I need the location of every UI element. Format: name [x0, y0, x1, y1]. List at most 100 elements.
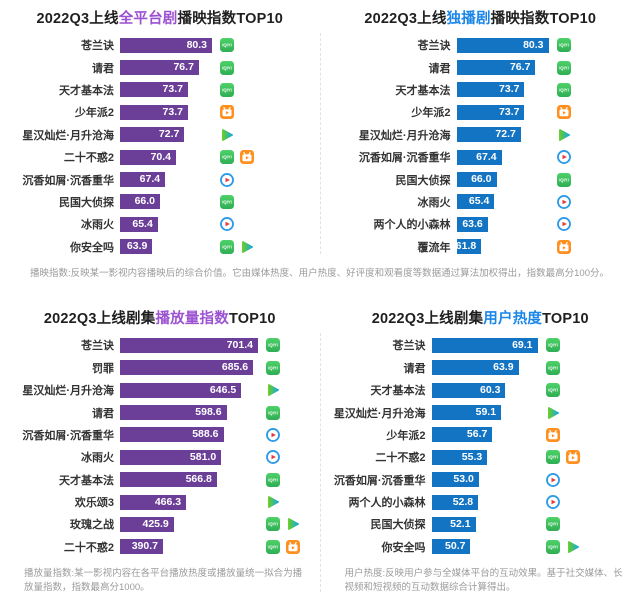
platform-icons: [545, 495, 566, 510]
platform-icons: [557, 128, 577, 142]
bar-value-label: 73.7: [162, 83, 183, 96]
iqiyi-icon: iQIYI: [545, 450, 560, 465]
svg-text:iQIYI: iQIYI: [548, 522, 558, 527]
tencent-video-icon: [240, 240, 254, 254]
value-bar: 65.4: [456, 194, 495, 210]
svg-text:iQIYI: iQIYI: [559, 65, 569, 70]
bar-track: 466.3: [120, 494, 258, 510]
value-bar: 80.3: [456, 37, 549, 53]
chart-title-segment: 全平台剧: [118, 11, 178, 27]
drama-title-label: 你安全吗: [381, 541, 426, 554]
bar-value-label: 566.8: [185, 473, 212, 486]
bar-value-label: 52.8: [452, 495, 474, 508]
chart-rows: 苍兰诀 80.3 iQIYI 请君 76.7 iQIYI 天才基本法 73.7 iQIYI…: [325, 34, 637, 258]
iqiyi-icon: iQIYI: [556, 38, 571, 53]
chart-title-segment: 播映指数TOP10: [490, 11, 597, 27]
tencent-video-icon: [286, 517, 300, 531]
svg-text:iQIYI: iQIYI: [222, 43, 232, 48]
svg-text:iQIYI: iQIYI: [268, 477, 278, 482]
bar-value-label: 53.0: [453, 473, 474, 486]
value-bar: 76.7: [120, 60, 199, 76]
platform-icons: iQIYI: [220, 38, 240, 53]
youku-icon: [220, 217, 234, 232]
platform-icons: iQIYI: [545, 383, 566, 398]
chart-row: 沉香如屑·沉香重华 67.4: [325, 146, 637, 168]
value-bar: 65.4: [120, 216, 158, 232]
svg-text:iQIYI: iQIYI: [548, 388, 558, 393]
chart-row: 二十不惑2 55.3 iQIYI: [325, 446, 637, 468]
drama-title-label: 天才基本法: [59, 84, 114, 97]
value-bar: 72.7: [120, 127, 185, 143]
bar-value-label: 65.4: [132, 217, 153, 230]
bar-value-label: 466.3: [154, 495, 182, 508]
platform-icons: iQIYI: [266, 539, 306, 554]
chart-title-segment: 2022Q3上线剧集: [371, 311, 484, 328]
chart-row: 二十不惑2 390.7 iQIYI: [4, 536, 316, 558]
drama-title-label: 沉香如屑·沉香重华: [22, 174, 114, 187]
svg-text:iQIYI: iQIYI: [222, 200, 232, 205]
chart-row: 欢乐颂3 466.3: [4, 491, 316, 513]
platform-icons: [545, 427, 566, 442]
platform-icons: [266, 383, 286, 397]
bar-value-label: 60.3: [480, 383, 501, 396]
bar-track: 425.9: [120, 516, 258, 532]
drama-title-label: 少年派2: [386, 429, 426, 442]
drama-title-label: 民国大侦探: [59, 196, 114, 209]
value-bar: 685.6: [120, 360, 254, 376]
platform-icons: [266, 427, 286, 442]
bar-track: 65.4: [120, 216, 212, 232]
platform-icons: iQIYI: [266, 472, 286, 487]
chart-rows: 苍兰诀 80.3 iQIYI 请君 76.7 iQIYI 天才基本法 73.7 iQIYI…: [4, 34, 316, 258]
chart-row: 两个人的小森林 52.8: [325, 491, 637, 513]
value-bar: 72.7: [456, 127, 521, 143]
drama-title-label: 沉香如屑·沉香重华: [358, 152, 451, 165]
platform-icons: iQIYI: [545, 338, 566, 353]
chart-row: 覆流年 61.8: [325, 236, 637, 258]
mango-tv-icon: [556, 105, 571, 120]
mango-tv-icon: [545, 427, 560, 442]
chart-row: 请君 76.7 iQIYI: [325, 56, 637, 78]
drama-title-label: 沉香如屑·沉香重华: [333, 474, 426, 487]
chart-rows: 苍兰诀 701.4 iQIYI 罚罪 685.6 iQIYI 星汉灿烂·月升沧海 646.…: [4, 334, 316, 558]
iqiyi-icon: iQIYI: [266, 360, 280, 375]
value-bar: 588.6: [120, 427, 224, 443]
drama-title-label: 民国大侦探: [370, 519, 426, 532]
bar-value-label: 701.4: [226, 338, 253, 351]
bar-value-label: 66.0: [471, 173, 492, 186]
svg-text:iQIYI: iQIYI: [548, 455, 558, 460]
bar-track: 80.3: [456, 37, 549, 53]
mango-tv-icon: [220, 105, 234, 120]
chart-row: 请君 598.6 iQIYI: [4, 401, 316, 423]
platform-icons: iQIYI: [220, 194, 240, 209]
tencent-video-icon: [266, 495, 280, 509]
value-bar: 73.7: [120, 104, 188, 120]
bar-track: 581.0: [120, 449, 258, 465]
chart-row: 苍兰诀 701.4 iQIYI: [4, 334, 316, 356]
platform-icons: iQIYI: [556, 38, 577, 53]
bar-track: 67.4: [456, 149, 549, 165]
bar-value-label: 67.4: [476, 150, 497, 163]
bar-track: 60.3: [431, 382, 538, 398]
bar-value-label: 69.1: [512, 338, 533, 351]
user-heat-footnote: 用户热度:反映用户参与全媒体平台的互动效果。基于社交媒体、长视频和短视频的互动数…: [344, 568, 623, 594]
platform-icons: [220, 217, 240, 232]
bar-value-label: 55.3: [461, 450, 483, 463]
value-bar: 701.4: [120, 337, 258, 353]
chart-row: 罚罪 685.6 iQIYI: [4, 357, 316, 379]
bar-track: 50.7: [431, 539, 538, 555]
bar-value-label: 390.7: [131, 540, 158, 553]
bar-value-label: 588.6: [192, 428, 219, 441]
bar-track: 52.8: [431, 494, 538, 510]
bar-value-label: 63.9: [493, 361, 514, 374]
platform-icons: iQIYI: [545, 539, 586, 554]
bar-value-label: 61.8: [455, 240, 477, 253]
value-bar: 73.7: [456, 104, 525, 120]
svg-text:iQIYI: iQIYI: [268, 343, 278, 348]
chart-row: 天才基本法 60.3 iQIYI: [325, 379, 637, 401]
bar-value-label: 50.7: [445, 540, 466, 553]
drama-title-label: 二十不惑2: [63, 541, 114, 554]
value-bar: 66.0: [456, 172, 497, 188]
chart-row: 两个人的小森林 63.6: [325, 213, 637, 235]
chart-title-segment: TOP10: [542, 311, 589, 328]
platform-icons: iQIYI: [545, 450, 586, 465]
